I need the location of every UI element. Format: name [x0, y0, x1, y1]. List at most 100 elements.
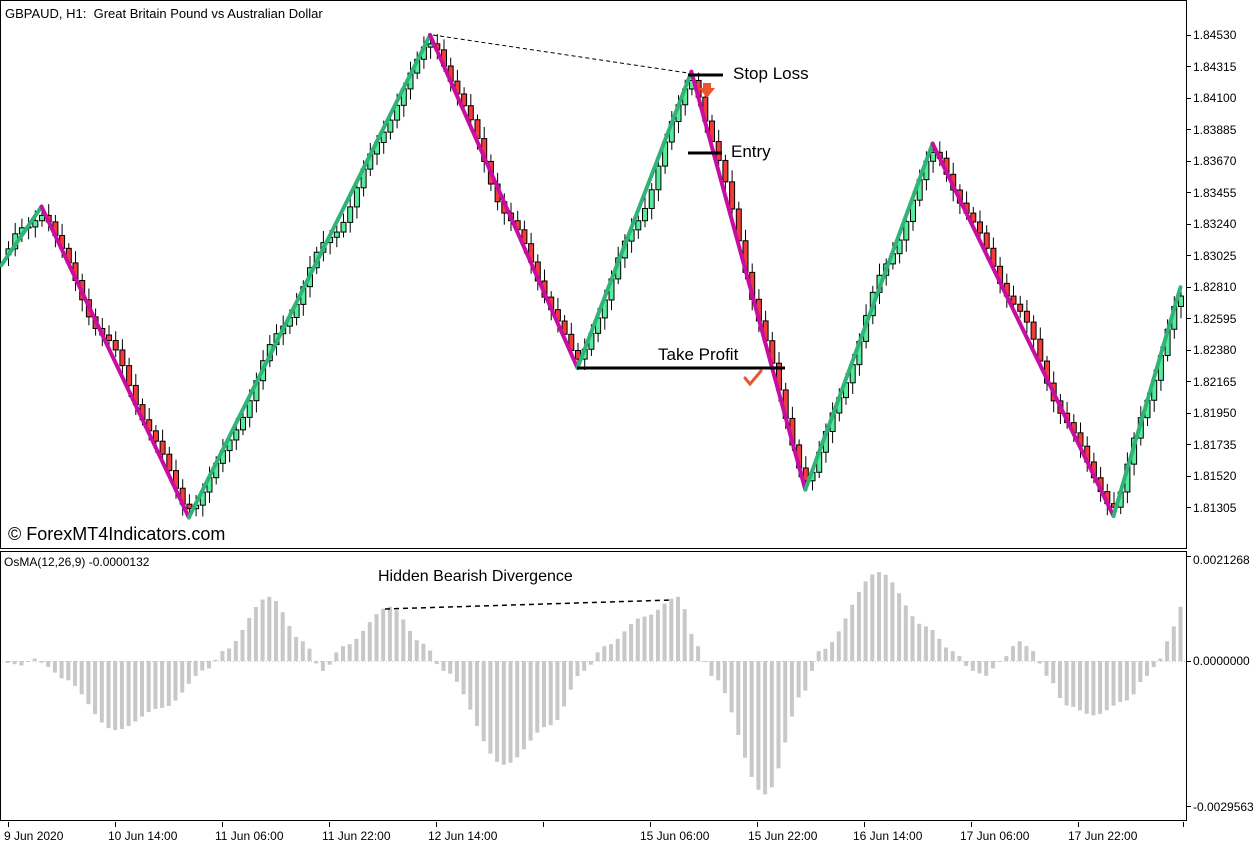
osma-bar: [207, 661, 211, 669]
osma-bar: [629, 623, 634, 661]
osma-bar: [454, 661, 459, 682]
osma-bar: [1051, 661, 1056, 684]
osma-bar: [347, 644, 352, 661]
time-axis-label: 10 Jun 14:00: [108, 829, 178, 843]
time-axis-tick: [543, 822, 544, 827]
osma-bar: [354, 638, 359, 661]
candle-bearish: [106, 334, 112, 342]
osma-bar: [743, 661, 747, 758]
osma-bar: [810, 661, 814, 671]
osma-bar: [729, 661, 734, 713]
price-chart-canvas[interactable]: [0, 0, 1188, 550]
time-axis-tick: [757, 822, 758, 827]
osma-bar: [890, 582, 895, 661]
time-axis-tick: [864, 822, 865, 827]
candle-bullish: [333, 231, 340, 238]
osma-bar: [1111, 661, 1116, 706]
osma-bar: [776, 661, 781, 769]
time-axis-tick: [222, 822, 223, 827]
osma-bar: [1071, 661, 1076, 707]
osma-bar: [856, 591, 861, 661]
candle-bullish: [387, 119, 394, 133]
osma-bar: [575, 661, 580, 677]
osma-bar: [408, 630, 412, 661]
osma-bar: [253, 607, 258, 661]
candle-bullish: [340, 221, 347, 233]
osma-bar: [153, 661, 158, 710]
time-axis-label: 16 Jun 14:00: [853, 829, 923, 843]
time-axis-label: 12 Jun 14:00: [428, 829, 498, 843]
osma-bar: [1131, 661, 1136, 695]
osma-bar: [843, 618, 848, 661]
osma-bar: [1044, 661, 1049, 676]
osma-panel[interactable]: [0, 551, 1188, 822]
osma-bar: [950, 651, 955, 661]
candle-bullish: [32, 220, 39, 228]
osma-bar: [669, 598, 674, 661]
osma-bar: [434, 661, 439, 665]
candle-bearish: [715, 141, 722, 161]
osma-bar: [468, 661, 473, 710]
osma-bar: [689, 633, 694, 661]
osma-bar: [582, 661, 587, 671]
osma-bar: [12, 661, 17, 665]
chart-symbol-header: GBPAUD, H1: Great Britain Pound vs Austr…: [5, 6, 323, 21]
price-axis-label: 1.83885: [1193, 122, 1237, 137]
osma-bar: [327, 661, 332, 665]
price-axis-label: 1.83025: [1193, 248, 1237, 263]
price-axis-label: 1.81520: [1193, 469, 1237, 484]
osma-bar: [595, 652, 600, 661]
divergence-label: Hidden Bearish Divergence: [378, 568, 573, 585]
osma-axis-tick: [1186, 555, 1191, 557]
osma-bar: [126, 661, 131, 726]
osma-bar: [260, 599, 265, 661]
osma-bar: [1118, 661, 1123, 702]
price-axis-label: 1.82810: [1193, 280, 1237, 295]
osma-bar: [756, 661, 761, 790]
candle-bullish: [233, 429, 240, 441]
osma-bar: [944, 647, 948, 661]
osma-bar: [300, 641, 305, 661]
osma-bar: [1171, 626, 1176, 661]
osma-canvas[interactable]: [0, 551, 1188, 822]
osma-bar: [923, 626, 928, 661]
main-panel-border: [0, 0, 1187, 549]
osma-bar: [1124, 661, 1129, 701]
osma-panel-border: [0, 551, 1187, 821]
price-axis-tick: [1186, 444, 1191, 446]
price-axis-label: 1.83240: [1193, 217, 1237, 232]
osma-bar: [99, 661, 104, 723]
osma-bar: [314, 661, 319, 664]
osma-bar: [495, 661, 500, 762]
osma-bar: [769, 661, 774, 788]
osma-bar: [287, 625, 292, 661]
osma-bar: [73, 661, 77, 686]
candle-bearish: [722, 159, 729, 183]
osma-bar: [361, 630, 366, 661]
candle-bullish: [648, 189, 655, 209]
price-axis: 1.84530 1.84315 1.84100 1.83885 1.83670 1.834…: [1186, 0, 1256, 550]
candle-bearish: [186, 503, 193, 510]
osma-bar: [588, 661, 593, 665]
price-axis-label: 1.82380: [1193, 343, 1237, 358]
osma-bar: [615, 638, 620, 661]
osma-bar: [803, 661, 808, 691]
osma-bar: [883, 574, 888, 661]
osma-bar: [227, 648, 232, 661]
osma-bar: [307, 648, 312, 661]
time-axis-label: 17 Jun 06:00: [960, 829, 1030, 843]
osma-axis: 0.0021268 0.0000000 -0.0029563: [1186, 551, 1256, 822]
osma-bar: [903, 605, 908, 661]
price-axis-label: 1.82165: [1193, 374, 1237, 389]
osma-bar: [917, 623, 922, 661]
osma-axis-label: 0.0000000: [1193, 654, 1250, 668]
osma-bar: [709, 661, 714, 676]
osma-bar: [990, 661, 995, 669]
osma-bar: [816, 651, 821, 661]
candle-bearish: [467, 105, 474, 121]
osma-bar: [1158, 658, 1163, 661]
main-chart-panel[interactable]: [0, 0, 1188, 550]
osma-bar: [1165, 641, 1170, 661]
osma-bar: [367, 622, 372, 661]
osma-bar: [1057, 661, 1062, 699]
